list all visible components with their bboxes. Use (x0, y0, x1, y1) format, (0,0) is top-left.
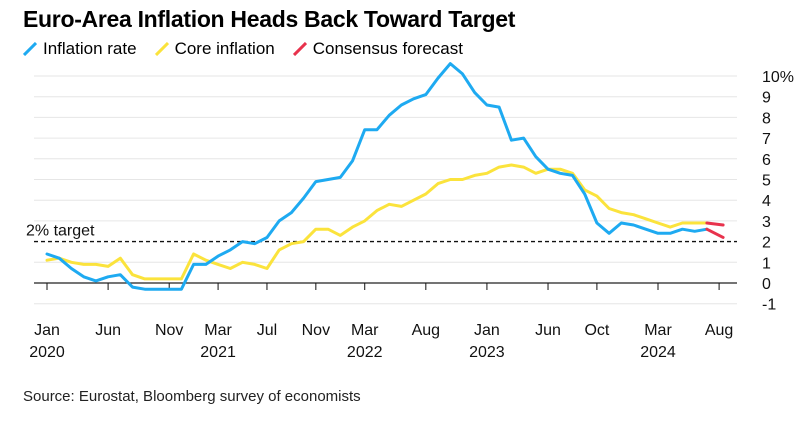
legend-label-forecast: Consensus forecast (312, 39, 463, 58)
x-tick-label: Mar (204, 322, 232, 339)
x-tick-label: Jan (34, 322, 60, 339)
legend-swatch-inflation (23, 42, 37, 56)
x-tick-year-label: 2024 (640, 344, 676, 361)
x-tick-year-label: 2022 (347, 344, 383, 361)
y-tick-label: 5 (762, 173, 771, 190)
grid-lines (34, 75, 737, 305)
x-tick-year-label: 2023 (469, 344, 505, 361)
target-label: 2% target (26, 223, 95, 240)
forecast-segment-0 (705, 227, 725, 239)
y-tick-label: 0 (762, 276, 771, 293)
y-tick-label: 9 (762, 90, 771, 107)
legend-swatch-core (154, 42, 169, 56)
x-axis-ticks (46, 283, 720, 290)
x-tick-label: Jan (474, 322, 500, 339)
series-line-inflation (45, 62, 709, 291)
x-tick-label: Mar (351, 322, 379, 339)
legend-label-inflation: Inflation rate (43, 39, 137, 58)
legend-swatch-forecast (292, 42, 307, 56)
y-tick-label: 8 (762, 110, 771, 127)
y-tick-label: -1 (762, 297, 776, 314)
x-tick-label: Aug (705, 322, 733, 339)
legend-item-inflation: Inflation rate (23, 39, 137, 59)
y-tick-label: 1 (762, 255, 771, 272)
legend-item-forecast: Consensus forecast (292, 39, 463, 59)
x-tick-year-label: 2021 (200, 344, 236, 361)
x-tick-label: Jun (95, 322, 121, 339)
x-tick-label: Jun (535, 322, 561, 339)
legend-label-core: Core inflation (174, 39, 275, 58)
y-tick-label: 2 (762, 235, 771, 252)
series-line-core (45, 163, 709, 281)
y-tick-label: 4 (762, 193, 771, 210)
legend-item-core: Core inflation (154, 39, 275, 59)
x-tick-year-label: 2020 (29, 344, 65, 361)
chart-title: Euro-Area Inflation Heads Back Toward Ta… (23, 6, 516, 32)
forecast-segment-1 (705, 221, 725, 227)
y-tick-label: 6 (762, 152, 771, 169)
x-tick-label: Aug (412, 322, 440, 339)
source-note: Source: Eurostat, Bloomberg survey of ec… (23, 388, 361, 405)
x-tick-label: Oct (584, 322, 609, 339)
x-tick-label: Mar (644, 322, 672, 339)
y-tick-label: 10% (762, 69, 794, 86)
y-tick-label: 3 (762, 214, 771, 231)
axis-labels: 10% 9 8 7 6 5 4 3 2 1 0 -1 2% target Jan 2020 Jun Nov Mar… (26, 69, 794, 361)
series-lines (45, 62, 725, 291)
x-tick-label: Jul (257, 322, 277, 339)
x-tick-label: Nov (302, 322, 330, 339)
x-tick-label: Nov (155, 322, 183, 339)
y-tick-label: 7 (762, 131, 771, 148)
chart-legend: Inflation rate Core inflation Consensus … (23, 39, 481, 59)
